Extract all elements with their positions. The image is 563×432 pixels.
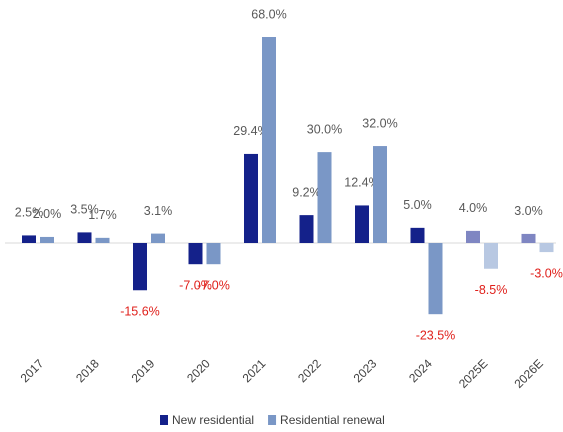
bar bbox=[95, 237, 110, 243]
bar bbox=[244, 153, 258, 243]
data-label: 2.5% bbox=[15, 206, 44, 220]
data-label: -7.0% bbox=[179, 279, 212, 293]
data-label: 5.0% bbox=[403, 198, 432, 212]
data-label: 3.1% bbox=[144, 204, 173, 218]
data-label: 3.0% bbox=[514, 204, 543, 218]
data-label: 1.7% bbox=[88, 208, 117, 222]
x-tick-label: 2023 bbox=[351, 356, 380, 385]
bar bbox=[539, 243, 554, 253]
data-label: 2.0% bbox=[33, 207, 62, 221]
data-label: -23.5% bbox=[416, 328, 456, 342]
data-label: -8.5% bbox=[475, 283, 508, 297]
data-label: 68.0% bbox=[251, 7, 286, 21]
bar bbox=[428, 243, 443, 315]
data-label: -7.0% bbox=[197, 279, 230, 293]
bar bbox=[373, 146, 387, 243]
bar bbox=[188, 243, 203, 265]
data-label: 4.0% bbox=[459, 201, 488, 215]
legend-swatch bbox=[268, 415, 277, 425]
bar bbox=[151, 233, 165, 243]
data-label: -3.0% bbox=[530, 266, 563, 280]
bar bbox=[410, 227, 425, 243]
bar bbox=[206, 243, 221, 265]
bar bbox=[484, 243, 498, 269]
bar bbox=[133, 243, 147, 291]
x-tick-label: 2020 bbox=[184, 356, 213, 385]
x-tick-label: 2017 bbox=[18, 356, 47, 385]
data-label: 29.4% bbox=[233, 124, 268, 138]
x-tick-label: 2022 bbox=[295, 356, 324, 385]
bar bbox=[299, 215, 314, 243]
x-tick-label: 2018 bbox=[73, 356, 102, 385]
bar bbox=[262, 37, 276, 243]
data-label: 12.4% bbox=[344, 176, 379, 190]
x-tick-label: 2024 bbox=[406, 356, 435, 385]
bar bbox=[77, 232, 92, 243]
data-label: 3.5% bbox=[70, 203, 99, 217]
bar bbox=[317, 152, 332, 243]
bar bbox=[355, 205, 369, 243]
data-label: 9.2% bbox=[292, 185, 321, 199]
legend-label: New residential bbox=[172, 413, 254, 427]
x-tick-label: 2026E bbox=[511, 356, 545, 390]
x-tick-label: 2025E bbox=[456, 356, 490, 390]
legend-label: Residential renewal bbox=[280, 413, 385, 427]
x-tick-label: 2019 bbox=[129, 356, 158, 385]
bar bbox=[22, 235, 36, 243]
data-label: 30.0% bbox=[307, 122, 342, 136]
x-tick-label: 2021 bbox=[240, 356, 269, 385]
data-label: -15.6% bbox=[120, 305, 160, 319]
legend-swatch bbox=[160, 415, 168, 425]
data-label: 32.0% bbox=[362, 116, 397, 130]
bar bbox=[40, 236, 54, 243]
bar bbox=[466, 230, 480, 243]
bar bbox=[521, 233, 536, 243]
